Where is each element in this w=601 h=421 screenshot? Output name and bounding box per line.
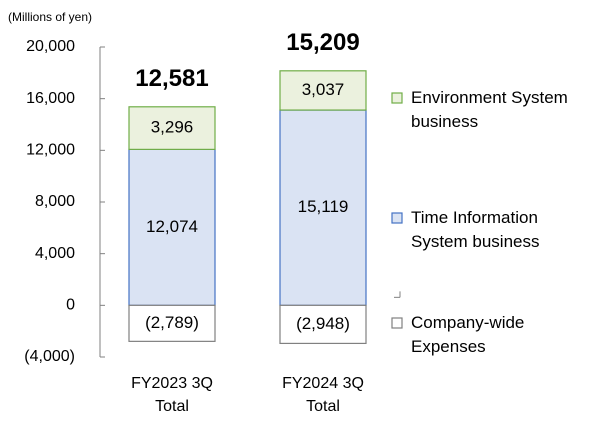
value-label: (2,948) xyxy=(296,314,350,333)
y-tick-label: (4,000) xyxy=(24,348,75,365)
value-label: 3,037 xyxy=(302,80,345,99)
legend-swatch xyxy=(391,212,403,224)
bar-segment xyxy=(279,304,367,345)
y-tick-label: 12,000 xyxy=(26,142,75,159)
legend-label: Company-wide Expenses xyxy=(411,313,525,356)
value-label: (2,789) xyxy=(145,313,199,332)
legend-label: Time Information System business xyxy=(411,208,540,251)
y-tick-label: 4,000 xyxy=(35,245,75,262)
total-label: 15,209 xyxy=(286,29,359,56)
y-tick-label: 0 xyxy=(66,297,75,314)
x-tick-label: FY2023 3Q Total xyxy=(131,375,213,415)
bar-segment xyxy=(128,106,216,150)
value-label: 3,296 xyxy=(151,118,194,137)
value-label: 15,119 xyxy=(298,197,349,216)
unit-label: (Millions of yen) xyxy=(8,10,92,24)
total-label: 12,581 xyxy=(135,65,208,92)
x-tick-label: FY2024 3Q Total xyxy=(282,375,364,415)
legend-swatch xyxy=(391,317,403,329)
legend-label: Environment System business xyxy=(411,88,568,131)
legend-swatch xyxy=(391,92,403,104)
value-label: 12,074 xyxy=(146,217,198,236)
y-tick-label: 16,000 xyxy=(26,90,75,107)
bar-segment xyxy=(279,70,367,111)
y-tick-label: 8,000 xyxy=(35,193,75,210)
y-tick-label: 20,000 xyxy=(26,38,75,55)
bar-segment xyxy=(128,304,216,342)
